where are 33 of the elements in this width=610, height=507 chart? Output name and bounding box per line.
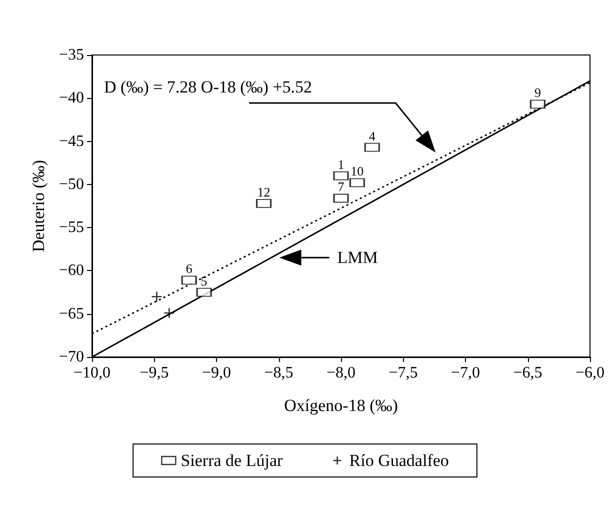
point	[151, 290, 162, 302]
legend-label: Sierra de Lújar	[180, 451, 283, 470]
annotation: 5	[200, 273, 208, 288]
y-tick-label: −70	[58, 348, 84, 366]
x-tick-label: −9,5	[140, 364, 169, 382]
x-tick-label: −8,0	[326, 364, 356, 382]
annotation: 6	[186, 261, 193, 276]
x-tick-label: −6,5	[513, 364, 542, 382]
y-tick-label: −45	[58, 132, 84, 150]
x-tick-label: −8,5	[264, 364, 294, 382]
y-tick-label: −60	[58, 262, 84, 280]
annotation: 12	[257, 184, 270, 200]
annotation: 10	[350, 164, 364, 179]
y-tick-label: −55	[58, 219, 84, 236]
x-tick-label: −10,0	[73, 364, 111, 382]
legend-label: Río Guadalfeo	[349, 451, 449, 470]
annotation: 1	[338, 156, 344, 172]
annotation: D (‰) = 7.28 O-18 (‰) +5.52	[104, 78, 312, 96]
y-tick-label: −40	[58, 90, 84, 107]
x-tick-label: −7,5	[388, 364, 418, 382]
x-tick-label: −6,0	[575, 364, 605, 382]
annotation: 4	[368, 128, 376, 144]
y-tick-label: −35	[58, 46, 84, 64]
annotation: 7	[338, 179, 345, 194]
annotation: LMM	[337, 248, 378, 268]
point	[164, 307, 175, 319]
x-tick-label: −9,0	[202, 364, 232, 382]
y-axis-title: Deuterio (‰)	[29, 160, 48, 252]
x-axis-title: Oxígeno-18 (‰)	[284, 396, 398, 415]
y-tick-label: −50	[58, 176, 84, 193]
x-tick-label: −7,0	[450, 364, 480, 382]
y-tick-label: −65	[58, 305, 84, 322]
annotation: 9	[534, 85, 541, 100]
